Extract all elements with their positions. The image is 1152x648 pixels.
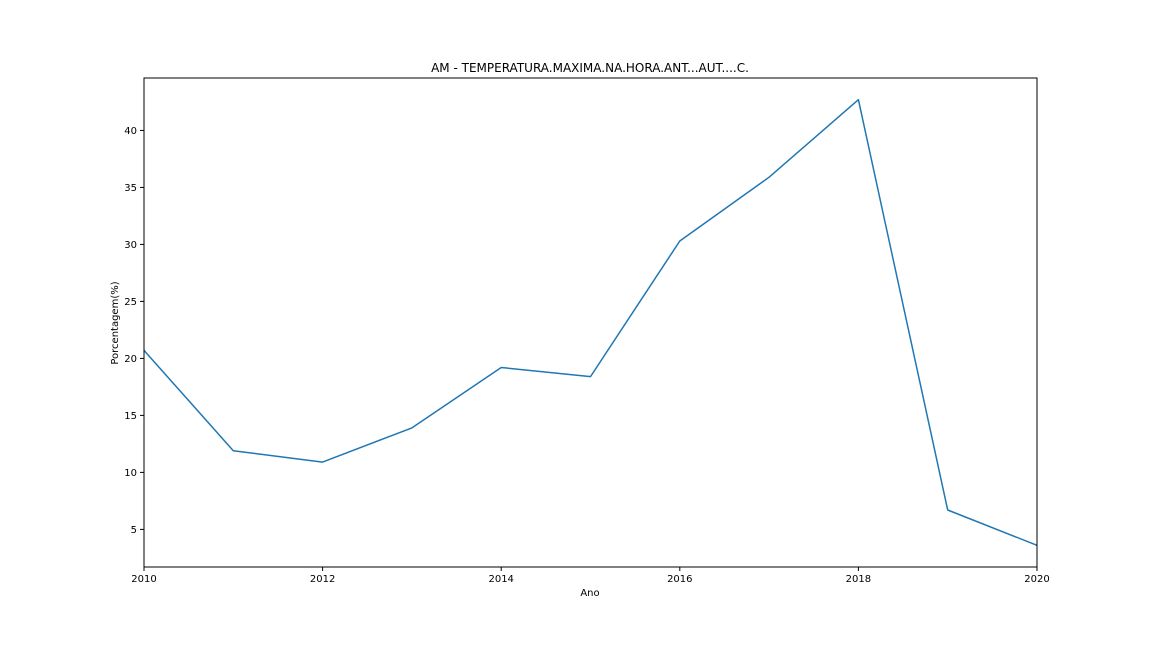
x-tick-label: 2010 bbox=[131, 574, 156, 585]
plot-frame bbox=[143, 77, 1038, 568]
y-tick-label: 30 bbox=[124, 240, 137, 251]
y-tick-label: 40 bbox=[124, 126, 137, 137]
y-axis-label: Porcentagem(%) bbox=[110, 281, 121, 364]
x-tick-label: 2012 bbox=[310, 574, 335, 585]
y-tick-label: 35 bbox=[124, 183, 137, 194]
series-line bbox=[143, 98, 1038, 546]
y-tick-label: 10 bbox=[124, 468, 137, 479]
x-tick-label: 2014 bbox=[488, 574, 513, 585]
y-tick-label: 15 bbox=[124, 411, 137, 422]
y-tick-label: 25 bbox=[124, 297, 137, 308]
axis-ticks: 2010 2012 2014 2016 2018 2020 5 10 15 20 25 30 35 40 bbox=[124, 126, 1049, 585]
x-tick-label: 2020 bbox=[1024, 574, 1049, 585]
x-tick-label: 2016 bbox=[667, 574, 692, 585]
y-tick-label: 5 bbox=[131, 525, 137, 536]
x-axis-label: Ano bbox=[580, 588, 599, 599]
chart-title: AM - TEMPERATURA.MAXIMA.NA.HORA.ANT...AU… bbox=[431, 61, 749, 75]
y-tick-label: 20 bbox=[124, 354, 137, 365]
x-tick-label: 2018 bbox=[846, 574, 871, 585]
